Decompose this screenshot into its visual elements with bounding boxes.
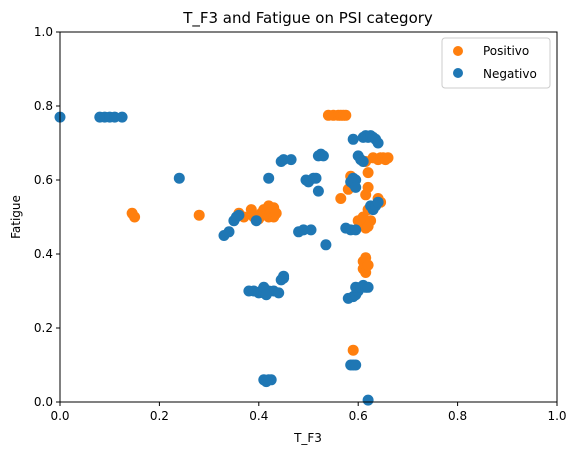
y-tick-label: 0.6 [34,173,53,187]
point-negativo-5 [116,111,128,123]
point-negativo-66 [347,133,359,145]
point-positivo-1 [129,211,141,223]
point-negativo-22 [250,215,262,227]
y-axis: 0.0 0.2 0.4 0.6 0.8 1.0 [34,25,60,409]
y-tick-label: 1.0 [34,25,53,39]
x-tick-label: 0.4 [249,409,268,423]
y-tick-label: 0.2 [34,321,53,335]
point-positivo-48 [382,152,394,164]
x-axis: 0.0 0.2 0.4 0.6 0.8 1.0 [50,402,567,423]
legend-label-positivo: Positivo [483,44,529,58]
x-tick-label: 0.8 [448,409,467,423]
legend-marker-positivo [453,46,463,56]
point-negativo-65 [350,181,362,193]
legend-marker-negativo [453,68,463,78]
point-negativo-43 [317,150,329,162]
y-tick-label: 0.8 [34,99,53,113]
point-negativo-36 [305,224,317,236]
plot-frame [59,31,558,403]
point-negativo-44 [312,185,324,197]
plot-area [60,32,557,402]
point-negativo-81 [362,394,374,406]
y-tick-label: 0.4 [34,247,53,261]
point-positivo-22 [340,109,352,121]
chart-title: T_F3 and Fatigue on PSI category [182,9,433,28]
point-positivo-26 [347,344,359,356]
point-positivo-2 [193,209,205,221]
point-negativo-48 [350,224,362,236]
point-positivo-38 [362,167,374,179]
point-negativo-8 [223,226,235,238]
point-negativo-45 [320,239,332,251]
points-layer [54,109,394,406]
x-tick-label: 0.6 [349,409,368,423]
y-axis-label: Fatigue [9,195,23,239]
point-negativo-60 [350,359,362,371]
point-negativo-40 [310,172,322,184]
point-negativo-30 [275,274,287,286]
point-negativo-57 [362,281,374,293]
point-positivo-23 [335,193,347,204]
point-negativo-19 [273,287,285,299]
point-negativo-80 [372,196,384,208]
x-tick-label: 1.0 [547,409,566,423]
x-axis-label: T_F3 [293,431,322,445]
point-negativo-69 [357,156,369,167]
y-tick-label: 0.0 [34,395,53,409]
point-negativo-27 [265,374,277,386]
x-tick-label: 0.2 [150,409,169,423]
point-negativo-11 [233,209,245,221]
point-negativo-23 [263,172,275,184]
legend: Positivo Negativo [441,37,551,89]
point-negativo-6 [173,172,185,184]
legend-label-negativo: Negativo [483,67,537,81]
x-tick-label: 0.0 [50,409,69,423]
point-positivo-37 [362,181,374,193]
legend-box [441,37,551,89]
point-negativo-76 [372,137,384,149]
point-positivo-35 [362,259,374,271]
point-positivo-42 [362,220,374,232]
point-negativo-33 [285,154,297,166]
point-negativo-21 [260,289,272,301]
point-positivo-16 [270,207,282,219]
